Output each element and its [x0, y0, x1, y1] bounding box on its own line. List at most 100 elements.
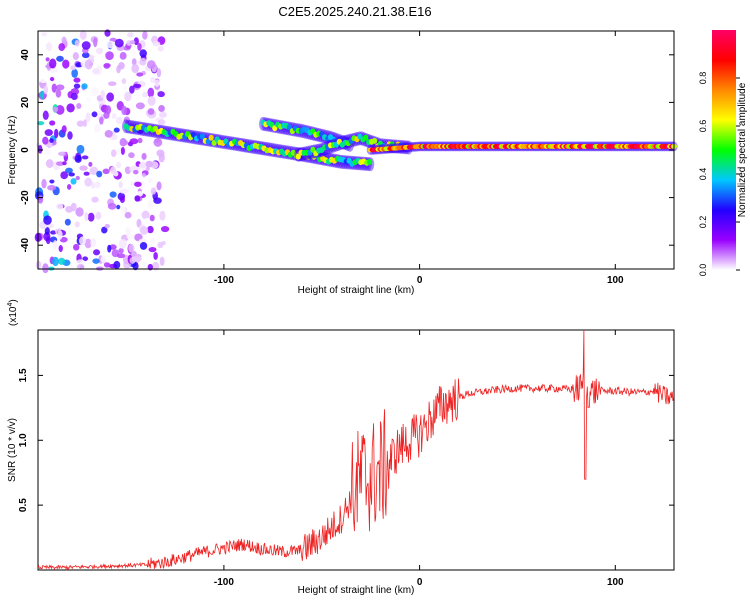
heatmap-cell	[156, 68, 162, 78]
heatmap-cell	[147, 263, 153, 271]
heatmap-cell	[79, 165, 88, 171]
heatmap-cell	[84, 212, 89, 222]
heatmap-cell	[108, 81, 117, 87]
heatmap-cell	[141, 261, 148, 268]
heatmap-cell	[60, 171, 69, 180]
heatmap-cell	[66, 183, 72, 190]
heatmap-cell	[37, 144, 43, 154]
heatmap-cell	[49, 120, 56, 126]
heatmap-cell	[159, 210, 166, 221]
colorbar-tick-label: 0.0	[698, 264, 708, 277]
heatmap-cell	[37, 194, 44, 204]
heatmap-cell	[150, 237, 156, 245]
heatmap-cell	[76, 102, 82, 109]
heatmap-cell	[119, 195, 125, 204]
heatmap-cell	[141, 152, 147, 160]
heatmap-cell	[160, 225, 170, 233]
heatmap-cell	[44, 148, 52, 156]
y-tick-label: 1.0	[18, 433, 29, 447]
heatmap-cell	[62, 59, 70, 69]
heatmap-cell	[55, 89, 62, 98]
heatmap-cell	[100, 90, 106, 99]
snr-panel: -100 0 100 0.5 1.0 1.5 Height of straight li…	[7, 299, 675, 596]
heatmap-cell	[74, 221, 80, 228]
heatmap-cell	[91, 111, 98, 118]
heatmap-cell	[153, 252, 158, 260]
colorbar-tick-label: 0.8	[698, 72, 708, 85]
heatmap-cell	[88, 161, 93, 167]
heatmap-cell	[67, 234, 73, 241]
heatmap-cell	[123, 116, 130, 124]
spectrogram-heatmap	[34, 29, 678, 274]
heatmap-cell	[151, 261, 160, 271]
heatmap-cell	[101, 226, 108, 234]
snr-y-multiplier: (x104)	[7, 299, 19, 326]
heatmap-cell	[139, 242, 148, 250]
heatmap-cell	[45, 57, 50, 62]
heatmap-cell	[104, 29, 111, 37]
heatmap-cell	[102, 168, 110, 175]
heatmap-cell	[159, 256, 165, 267]
heatmap-cell	[94, 181, 101, 189]
heatmap-cell	[133, 83, 142, 89]
heatmap-cell	[92, 258, 100, 264]
heatmap-cell	[39, 79, 47, 84]
heatmap-cell	[61, 36, 67, 44]
heatmap-cell	[58, 151, 67, 156]
heatmap-cell	[95, 47, 104, 55]
heatmap-cell	[367, 158, 373, 165]
heatmap-cell	[118, 181, 123, 189]
heatmap-cell	[286, 124, 293, 131]
heatmap-cell	[139, 49, 147, 58]
heatmap-cell	[45, 42, 53, 52]
y-tick-label: 40	[20, 49, 31, 61]
heatmap-cell	[76, 144, 85, 154]
heatmap-cell	[107, 244, 112, 253]
heatmap-cell	[143, 217, 151, 224]
heatmap-cell	[79, 236, 87, 246]
heatmap-cell	[132, 255, 142, 263]
heatmap-cell	[68, 172, 75, 177]
heatmap-cell	[136, 72, 144, 77]
heatmap-cell	[114, 49, 121, 58]
heatmap-cell	[72, 52, 79, 60]
heatmap-cell	[157, 119, 166, 126]
heatmap-cell	[81, 155, 89, 160]
heatmap-cell	[70, 202, 77, 212]
heatmap-cell	[152, 41, 161, 47]
heatmap-cell	[208, 134, 214, 141]
heatmap-cell	[148, 246, 157, 253]
heatmap-cell	[147, 87, 155, 98]
heatmap-cell	[131, 58, 137, 66]
figure-title: C2E5.2025.240.21.38.E16	[278, 4, 431, 19]
heatmap-cell	[159, 111, 167, 118]
heatmap-cell	[156, 181, 162, 191]
heatmap-cell	[121, 78, 127, 85]
heatmap-cell	[148, 178, 153, 183]
heatmap-cell	[76, 259, 85, 265]
heatmap-cell	[149, 214, 155, 222]
heatmap-cell	[295, 153, 301, 160]
heatmap-cell	[147, 60, 156, 70]
x-tick-label: 0	[417, 275, 423, 286]
heatmap-cell	[52, 106, 59, 113]
spectrogram-panel: -100 0 100 -40 -20 0 20 40 Height of straight …	[7, 29, 678, 296]
heatmap-cell	[84, 177, 93, 187]
heatmap-cell	[137, 137, 143, 144]
heatmap-cell	[110, 149, 117, 157]
heatmap-cell	[50, 230, 57, 235]
heatmap-cell	[103, 262, 111, 268]
heatmap-cell	[114, 38, 124, 48]
heatmap-cell	[40, 90, 45, 100]
spectrogram-y-ticks: -40 -20 0 20 40	[20, 49, 674, 252]
colorbar-tick-label: 0.4	[698, 168, 708, 181]
heatmap-cell	[35, 260, 42, 269]
heatmap-cell	[119, 124, 125, 132]
heatmap-cell	[124, 211, 132, 219]
x-tick-label: 100	[607, 577, 624, 588]
heatmap-cell	[73, 77, 81, 83]
heatmap-cell	[129, 138, 139, 145]
heatmap-cell	[129, 40, 136, 45]
heatmap-cell	[123, 140, 129, 146]
heatmap-cell	[104, 223, 110, 229]
